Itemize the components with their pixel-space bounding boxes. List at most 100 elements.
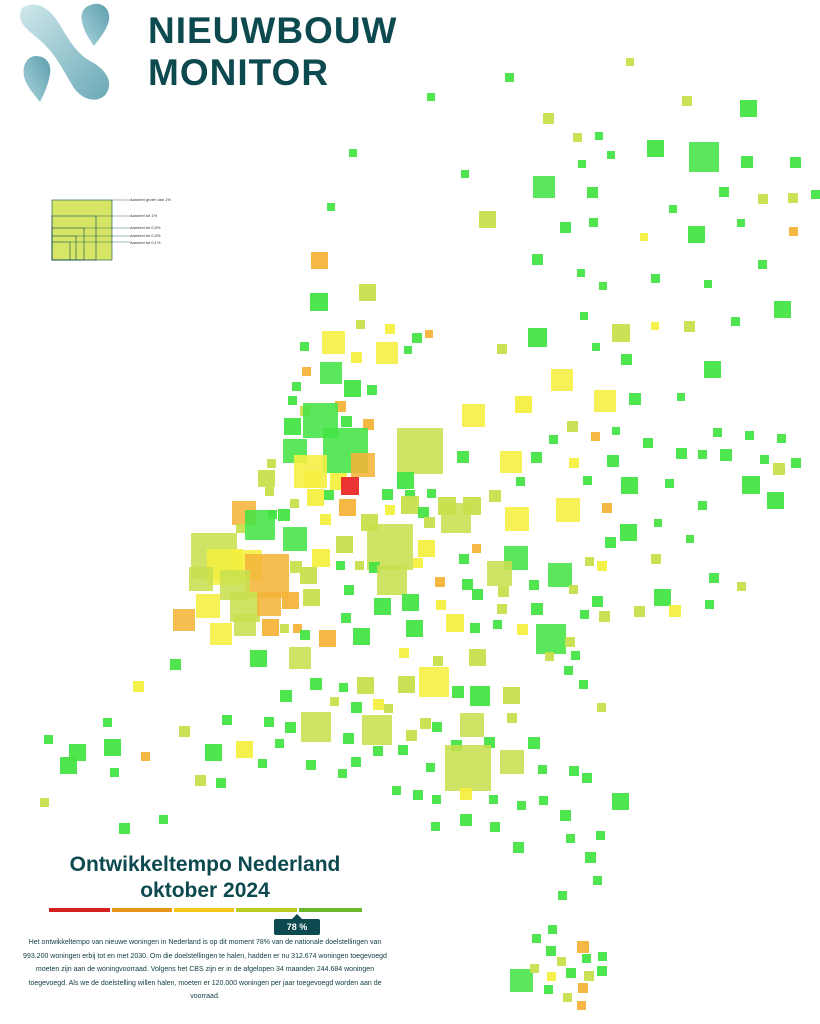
municipality-square (811, 190, 820, 199)
municipality-square (292, 382, 301, 391)
municipality-square (548, 563, 572, 587)
municipality-square (528, 328, 547, 347)
municipality-square (597, 703, 606, 712)
municipality-square (384, 704, 393, 713)
municipality-square (500, 750, 524, 774)
municipality-square (596, 831, 605, 840)
municipality-square (205, 744, 222, 761)
municipality-square (546, 946, 556, 956)
municipality-square (567, 421, 578, 432)
municipality-square (548, 925, 557, 934)
legend-label-2: Aandeel tot 1% (130, 213, 158, 218)
municipality-square (505, 73, 514, 82)
municipality-square (571, 651, 580, 660)
municipality-square (304, 471, 321, 488)
municipality-square (283, 527, 307, 551)
nieuwbouw-monitor-logo (20, 3, 110, 102)
municipality-square (103, 718, 112, 727)
municipality-square (452, 686, 464, 698)
municipality-square (503, 687, 520, 704)
municipality-square (397, 472, 414, 489)
municipality-square (742, 476, 760, 494)
municipality-square (595, 132, 603, 140)
municipality-square (373, 699, 384, 710)
municipality-square (530, 964, 539, 973)
municipality-square (424, 517, 435, 528)
municipality-square (210, 623, 232, 645)
municipality-square (461, 170, 469, 178)
municipality-square (344, 585, 354, 595)
municipality-square (788, 193, 798, 203)
municipality-square (399, 648, 409, 658)
municipality-square (469, 649, 486, 666)
municipality-square (336, 536, 353, 553)
municipality-square (587, 187, 598, 198)
municipality-square (532, 934, 541, 943)
municipality-square (310, 678, 322, 690)
municipality-square (560, 810, 571, 821)
municipality-square (382, 489, 393, 500)
municipality-square (245, 510, 275, 540)
municipality-square (427, 489, 436, 498)
municipality-square (339, 499, 356, 516)
municipality-square (356, 320, 365, 329)
municipality-square (412, 333, 422, 343)
municipality-square (582, 773, 592, 783)
municipality-square (647, 140, 664, 157)
municipality-square (236, 524, 245, 533)
municipality-square (558, 891, 567, 900)
municipality-square (528, 737, 540, 749)
municipality-square (790, 157, 801, 168)
municipality-square (556, 498, 580, 522)
municipality-square (517, 801, 526, 810)
municipality-square (578, 983, 588, 993)
tempo-value-badge: 78 % (274, 919, 320, 935)
municipality-square (427, 93, 435, 101)
municipality-square (563, 993, 572, 1002)
municipality-square (373, 746, 383, 756)
municipality-square (404, 346, 412, 354)
municipality-square (677, 393, 685, 401)
municipality-square (688, 226, 705, 243)
municipality-square (516, 477, 525, 486)
municipality-square (222, 715, 232, 725)
municipality-square (569, 766, 579, 776)
municipality-square (544, 985, 553, 994)
municipality-square (507, 713, 517, 723)
legend-label-5: Aandeel tot 0,1% (130, 240, 161, 245)
municipality-square (353, 628, 370, 645)
municipality-square (441, 503, 471, 533)
municipality-square (497, 344, 507, 354)
municipality-square (789, 227, 798, 236)
municipality-square (433, 656, 443, 666)
brand-line-2: MONITOR (148, 52, 330, 93)
municipality-square (719, 187, 729, 197)
municipality-square (629, 393, 641, 405)
municipality-square (426, 763, 435, 772)
municipality-square (564, 666, 573, 675)
municipality-square (413, 790, 423, 800)
municipality-square (591, 432, 600, 441)
municipality-square (324, 490, 334, 500)
municipality-square (300, 342, 309, 351)
municipality-square (545, 652, 554, 661)
municipality-square (620, 524, 637, 541)
municipality-square (589, 218, 598, 227)
municipality-square (397, 428, 443, 474)
municipality-square (285, 722, 296, 733)
municipality-square (569, 458, 579, 468)
municipality-square (330, 697, 339, 706)
municipality-square (265, 487, 274, 496)
municipality-square (573, 133, 582, 142)
municipality-square (280, 690, 292, 702)
municipality-square (133, 681, 144, 692)
municipality-square (599, 611, 610, 622)
municipality-square (643, 438, 653, 448)
municipality-square (418, 507, 429, 518)
title-line-1: Ontwikkeltempo Nederland (69, 853, 341, 876)
municipality-square (737, 219, 745, 227)
tempo-description: Het ontwikkeltempo van nieuwe woningen i… (23, 939, 387, 1000)
municipality-square (612, 324, 630, 342)
municipality-square (745, 431, 754, 440)
municipality-square (418, 540, 435, 557)
